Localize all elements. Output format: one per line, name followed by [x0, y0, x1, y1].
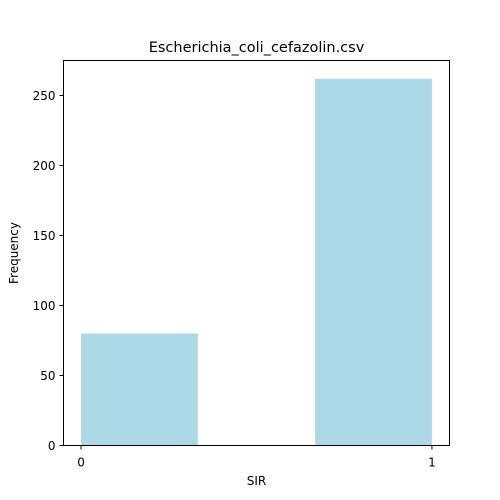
y-tick-label-5: 250: [33, 89, 56, 103]
y-tick-label-2: 100: [33, 299, 56, 313]
bar-0: [81, 333, 198, 446]
plot-frame: [63, 60, 450, 446]
bar-1: [315, 78, 432, 446]
x-tick-label-1: 1: [428, 456, 436, 470]
y-axis-label: Frequency: [7, 222, 21, 284]
x-tick-label-0: 0: [77, 456, 85, 470]
bars-group: [81, 78, 432, 446]
y-tick-label-0: 0: [48, 439, 56, 453]
y-tick-label-4: 200: [33, 159, 56, 173]
x-axis-label: SIR: [247, 474, 267, 488]
y-axis-ticks: 0 50 100 150 200 250: [33, 89, 64, 453]
chart-title: Escherichia_coli_cefazolin.csv: [149, 40, 365, 56]
y-tick-label-1: 50: [40, 369, 55, 383]
y-tick-label-3: 150: [33, 229, 56, 243]
